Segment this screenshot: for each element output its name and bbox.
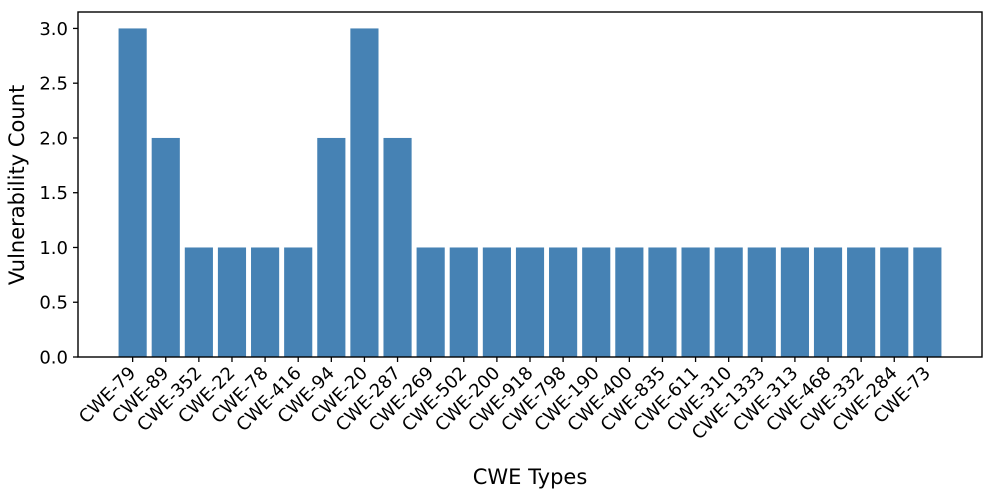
bar	[813, 247, 843, 357]
bar	[317, 137, 346, 357]
x-tick-labels: CWE-79CWE-89CWE-352CWE-22CWE-78CWE-416CW…	[75, 363, 935, 444]
bar	[383, 137, 412, 357]
bar	[648, 247, 677, 357]
x-axis-label: CWE Types	[473, 465, 588, 489]
y-tick-label: 2.5	[39, 74, 68, 95]
bar	[416, 247, 445, 357]
bar	[582, 247, 611, 357]
bar	[913, 247, 942, 357]
bar	[615, 247, 644, 357]
bar	[747, 247, 776, 357]
bar	[780, 247, 809, 357]
bar	[184, 247, 213, 357]
bar	[549, 247, 578, 357]
plot-border	[77, 11, 983, 358]
bar	[847, 247, 876, 357]
bar	[449, 247, 478, 357]
bars-layer	[118, 28, 942, 358]
y-axis-label: Vulnerability Count	[5, 85, 29, 285]
y-tick-label: 1.0	[39, 238, 68, 259]
y-tick-label: 2.0	[39, 128, 68, 149]
y-tick-label: 0.0	[39, 348, 68, 369]
axes-layer	[73, 11, 983, 362]
bar	[714, 247, 743, 357]
bar	[515, 247, 545, 357]
bar	[251, 247, 280, 357]
y-tick-label: 1.5	[39, 183, 68, 204]
bar	[118, 28, 147, 358]
bar	[284, 247, 313, 357]
y-tick-label: 3.0	[39, 19, 68, 40]
bar	[681, 247, 710, 357]
bar	[350, 28, 379, 358]
bar	[880, 247, 909, 357]
bar	[482, 247, 511, 357]
y-tick-labels: 0.0 0.5 1.0 1.5 2.0 2.5 3.0	[39, 19, 68, 369]
bar	[217, 247, 247, 357]
bar	[151, 137, 180, 357]
y-tick-label: 0.5	[39, 293, 68, 314]
